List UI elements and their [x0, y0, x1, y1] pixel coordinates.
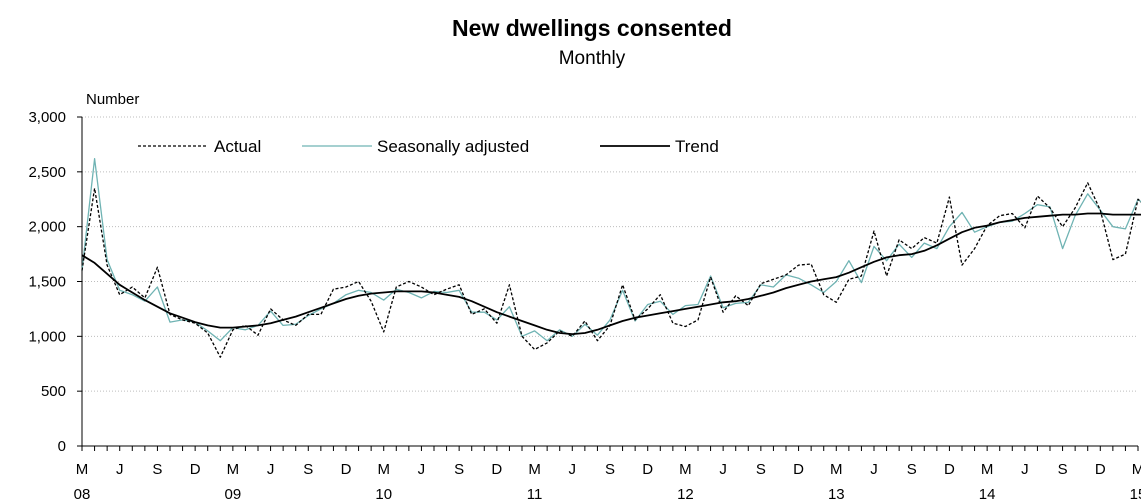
chart-title: New dwellings consented	[452, 15, 732, 41]
x-tick-label: S	[454, 461, 464, 478]
legend-label: Seasonally adjusted	[377, 137, 529, 156]
x-tick-label: M	[830, 461, 843, 478]
legend: Actual Seasonally adjusted Trend	[138, 137, 719, 156]
x-tick-label: M	[76, 461, 89, 478]
x-year-label: 08	[74, 486, 91, 503]
x-tick-label: D	[642, 461, 653, 478]
y-axis-ticks: 0 500 1,000 1,500 2,000 2,500 3,000	[28, 109, 82, 455]
x-tick-label: J	[569, 461, 577, 478]
x-tick-label: J	[719, 461, 727, 478]
x-year-label: 10	[375, 486, 392, 503]
y-tick-label: 3,000	[28, 109, 66, 126]
y-tick-label: 1,500	[28, 274, 66, 291]
x-tick-label: D	[1095, 461, 1106, 478]
x-tick-label: J	[116, 461, 124, 478]
x-tick-label: M	[227, 461, 240, 478]
x-year-label: 12	[677, 486, 694, 503]
x-tick-label: D	[341, 461, 352, 478]
x-tick-label: J	[1021, 461, 1029, 478]
x-tick-label: J	[870, 461, 878, 478]
x-tick-label: S	[605, 461, 615, 478]
legend-label: Actual	[214, 137, 261, 156]
x-year-label: 11	[527, 486, 543, 503]
x-axis: M J S D M J S D M J S D M J S D M J S D M J S D M J S D M 08 09 10 11 12 1…	[74, 117, 1141, 503]
x-tick-label: S	[1058, 461, 1068, 478]
gridlines	[82, 116, 1138, 392]
x-tick-label: M	[528, 461, 541, 478]
series-line-trend	[81, 212, 1141, 336]
x-year-label: 09	[225, 486, 242, 503]
x-tick-label: M	[679, 461, 692, 478]
x-tick-label: M	[981, 461, 994, 478]
y-tick-label: 500	[41, 383, 66, 400]
x-year-label: 15	[1130, 486, 1141, 503]
x-tick-label: J	[418, 461, 426, 478]
series-line-seasonally-adjusted	[81, 158, 1141, 342]
x-tick-label: D	[190, 461, 201, 478]
y-tick-label: 2,500	[28, 164, 66, 181]
legend-label: Trend	[675, 137, 719, 156]
y-tick-label: 2,000	[28, 219, 66, 236]
x-year-label: 13	[828, 486, 845, 503]
series-line-actual	[81, 182, 1141, 358]
y-tick-label: 1,000	[28, 328, 66, 345]
x-tick-label: J	[267, 461, 275, 478]
x-tick-label: D	[793, 461, 804, 478]
x-tick-label: D	[491, 461, 502, 478]
y-axis-label: Number	[86, 91, 139, 108]
x-tick-label: S	[152, 461, 162, 478]
x-tick-label: S	[756, 461, 766, 478]
x-tick-label: M	[377, 461, 390, 478]
x-tick-label: M	[1132, 461, 1141, 478]
x-tick-label: S	[907, 461, 917, 478]
x-tick-label: S	[303, 461, 313, 478]
series-lines	[81, 158, 1141, 358]
x-year-label: 14	[979, 486, 996, 503]
x-tick-label: D	[944, 461, 955, 478]
chart-subtitle: Monthly	[559, 48, 626, 69]
y-tick-label: 0	[58, 438, 66, 455]
